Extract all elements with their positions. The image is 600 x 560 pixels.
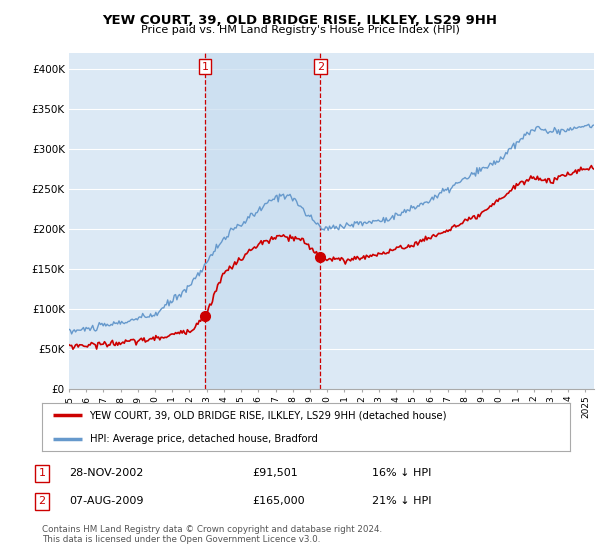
Text: 21% ↓ HPI: 21% ↓ HPI (372, 496, 431, 506)
Text: 16% ↓ HPI: 16% ↓ HPI (372, 468, 431, 478)
Text: 1: 1 (38, 468, 46, 478)
Text: HPI: Average price, detached house, Bradford: HPI: Average price, detached house, Brad… (89, 434, 317, 444)
Text: 28-NOV-2002: 28-NOV-2002 (69, 468, 143, 478)
Text: £91,501: £91,501 (252, 468, 298, 478)
Text: Price paid vs. HM Land Registry's House Price Index (HPI): Price paid vs. HM Land Registry's House … (140, 25, 460, 35)
Text: 2: 2 (38, 496, 46, 506)
Text: Contains HM Land Registry data © Crown copyright and database right 2024.
This d: Contains HM Land Registry data © Crown c… (42, 525, 382, 544)
Text: 1: 1 (202, 62, 209, 72)
Text: 2: 2 (317, 62, 324, 72)
Text: YEW COURT, 39, OLD BRIDGE RISE, ILKLEY, LS29 9HH: YEW COURT, 39, OLD BRIDGE RISE, ILKLEY, … (103, 14, 497, 27)
Text: £165,000: £165,000 (252, 496, 305, 506)
Text: YEW COURT, 39, OLD BRIDGE RISE, ILKLEY, LS29 9HH (detached house): YEW COURT, 39, OLD BRIDGE RISE, ILKLEY, … (89, 410, 447, 420)
Bar (205, 53, 320, 389)
Text: 07-AUG-2009: 07-AUG-2009 (69, 496, 143, 506)
